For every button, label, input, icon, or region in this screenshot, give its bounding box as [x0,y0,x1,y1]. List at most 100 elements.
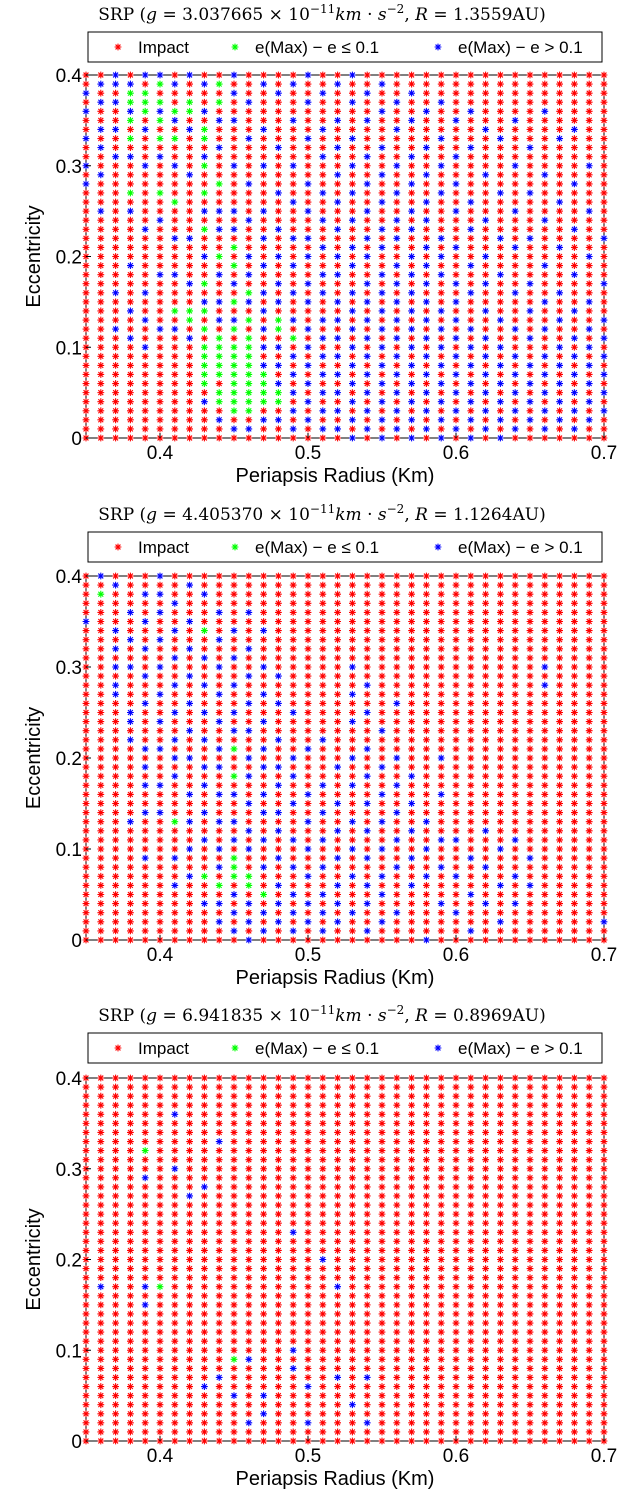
high-change-point [452,180,460,188]
impact-point [127,1101,134,1109]
impact-point [363,398,371,406]
impact-point [97,1165,105,1173]
impact-point [275,1219,282,1227]
impact-point [171,1237,179,1245]
impact-point [156,1165,164,1173]
high-change-point [112,126,119,133]
high-change-point [304,398,312,406]
impact-point [526,352,534,360]
impact-point [467,1383,475,1390]
impact-point [156,407,164,415]
impact-point [97,1219,105,1227]
impact-point [571,781,578,789]
impact-point [349,1138,356,1145]
impact-point [541,1119,549,1127]
impact-point [230,1083,238,1091]
impact-point [112,709,119,716]
impact-point [585,891,593,898]
impact-point [112,609,119,616]
impact-point [319,80,327,88]
impact-point [186,1110,193,1118]
impact-point [97,198,105,206]
high-change-point [349,754,356,762]
impact-point [304,763,312,771]
impact-point [585,1138,593,1145]
impact-point [304,827,312,835]
impact-point [334,189,341,197]
impact-point [408,845,415,853]
high-change-point [423,262,430,269]
impact-point [497,1256,504,1263]
impact-point [571,745,578,753]
impact-point [526,791,534,798]
impact-point [127,863,134,871]
impact-point [245,1374,253,1381]
impact-point [571,98,578,106]
impact-point [289,126,297,133]
impact-point [171,1365,179,1372]
impact-point [304,262,312,269]
impact-point [556,1292,563,1300]
impact-point [423,80,430,88]
impact-point [452,1410,460,1418]
impact-point [201,144,208,151]
impact-point [600,198,608,206]
impact-point [378,809,386,816]
impact-point [97,162,105,170]
high-change-point [378,872,386,880]
impact-point [437,1365,445,1372]
x-tick-label: 0.5 [295,945,321,966]
legend-marker-3 [434,543,442,551]
high-change-point [378,244,386,251]
impact-point [556,918,563,926]
low-change-point [215,362,223,369]
impact-point [230,189,238,197]
impact-point [127,1092,134,1100]
impact-point [452,636,460,644]
impact-point [334,618,341,625]
high-change-point [423,171,430,179]
impact-point [393,1092,401,1100]
impact-point [319,362,327,369]
impact-point [186,918,193,926]
impact-point [408,1156,415,1164]
high-change-point [245,727,253,735]
impact-point [289,434,297,442]
impact-point [585,144,593,151]
impact-point [526,325,534,333]
impact-point [571,135,578,142]
impact-point [378,709,386,716]
y-tick-label: 0.2 [56,248,82,269]
impact-point [112,654,119,662]
impact-point [304,854,312,862]
impact-point [467,1374,475,1381]
impact-point [541,772,549,780]
impact-point [511,71,519,79]
high-change-point [349,909,356,917]
impact-point [452,289,460,297]
high-change-point [260,836,267,844]
impact-point [201,1301,208,1309]
impact-point [289,1319,297,1327]
high-change-point [363,352,371,360]
high-change-point [275,672,282,680]
high-change-point [349,781,356,789]
impact-point [393,1292,401,1300]
high-change-point [541,352,549,360]
impact-point [467,900,475,907]
impact-point [393,1201,401,1209]
impact-point [541,936,549,944]
impact-point [171,1129,179,1136]
impact-point [112,754,119,762]
impact-point [393,1337,401,1345]
impact-point [230,718,238,725]
high-change-point [363,681,371,689]
impact-point [482,654,489,662]
impact-point [156,882,164,889]
impact-point [334,234,341,242]
impact-point [304,781,312,789]
impact-point [156,818,164,826]
impact-point [467,681,475,689]
high-change-point [378,198,386,206]
impact-point [363,609,371,616]
